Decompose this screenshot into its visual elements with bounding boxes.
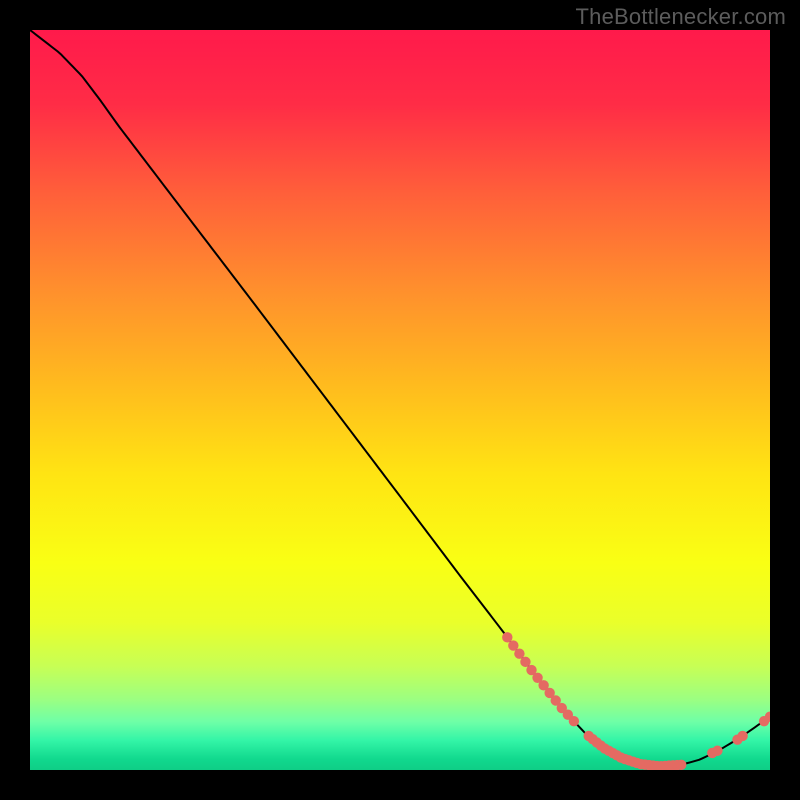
- data-marker: [569, 716, 579, 726]
- data-marker: [737, 731, 747, 741]
- data-marker: [676, 760, 686, 770]
- canvas-root: TheBottlenecker.com: [0, 0, 800, 800]
- bottleneck-curve: [30, 30, 770, 766]
- chart-overlay-svg: [30, 30, 770, 770]
- watermark-text: TheBottlenecker.com: [576, 4, 786, 30]
- data-marker: [712, 746, 722, 756]
- plot-area: [30, 30, 770, 770]
